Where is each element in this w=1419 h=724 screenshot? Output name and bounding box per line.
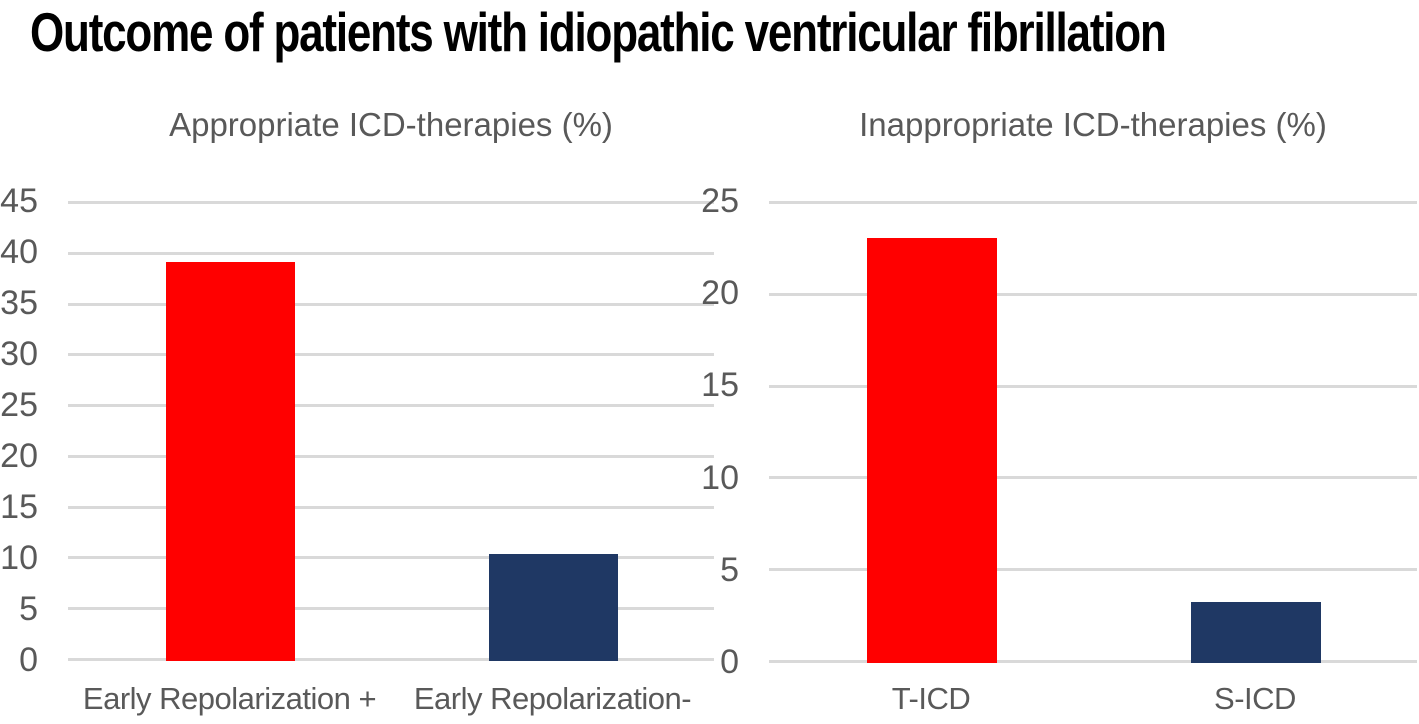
- plot-area: [68, 201, 714, 661]
- gridline: [68, 302, 714, 306]
- x-category-label-t-icd: T-ICD: [891, 681, 971, 716]
- x-category-label-s-icd: S-ICD: [1214, 681, 1296, 716]
- gridlines: [68, 201, 714, 661]
- bar-t-icd: [867, 237, 998, 663]
- gridline: [68, 607, 714, 611]
- chart-title: Appropriate ICD-therapies (%): [169, 106, 613, 143]
- page-title: Outcome of patients with idiopathic vent…: [30, 1, 1167, 63]
- x-axis-labels: T-ICD S-ICD: [769, 681, 1417, 717]
- x-category-label-early-repolarization-negative: Early Repolarization-: [413, 681, 692, 716]
- y-axis: 45 40 35 30 25 20 15 10 5 0: [0, 181, 38, 680]
- gridline: [68, 657, 714, 661]
- gridline: [769, 201, 1417, 204]
- bar-early-repolarization-negative: [489, 553, 619, 661]
- chart-title: Inappropriate ICD-therapies (%): [859, 106, 1327, 143]
- x-axis-labels: Early Repolarization + Early Repolarizat…: [68, 681, 714, 717]
- gridline: [68, 353, 714, 357]
- y-axis: 25 20 15 10 5 0: [701, 181, 739, 682]
- gridline: [68, 201, 714, 204]
- gridline: [68, 556, 714, 560]
- bar-early-repolarization-positive: [166, 262, 296, 661]
- gridline: [769, 568, 1417, 572]
- gridline: [769, 384, 1417, 388]
- gridline: [68, 251, 714, 255]
- gridline: [68, 505, 714, 509]
- plot-area: [769, 201, 1417, 663]
- bar-s-icd: [1191, 602, 1322, 663]
- gridline: [769, 659, 1417, 663]
- gridline: [769, 292, 1417, 296]
- x-category-label-early-repolarization-positive: Early Repolarization +: [82, 681, 377, 716]
- gridline: [68, 454, 714, 458]
- gridline: [769, 476, 1417, 480]
- gridline: [68, 404, 714, 408]
- gridlines: [769, 201, 1417, 663]
